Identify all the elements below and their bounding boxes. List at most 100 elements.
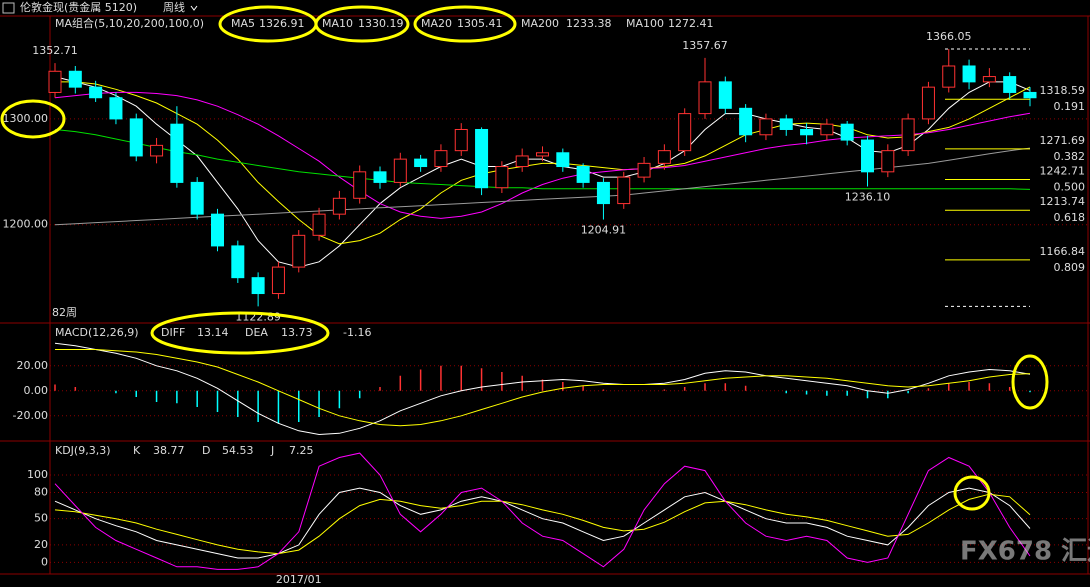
y-tick-label: 20 [34, 538, 48, 551]
legend-name: DEA [245, 326, 268, 339]
candle-body [596, 181, 610, 205]
instrument-title: 伦敦金现(贵金属 5120) [20, 0, 137, 14]
candle-body [414, 158, 428, 168]
y-tick-label: 1300.00 [3, 112, 49, 125]
legend-value: 54.53 [222, 444, 254, 457]
high-price-label: 1357.67 [682, 39, 728, 52]
candle-body [495, 166, 509, 189]
candle-body [312, 213, 326, 236]
candle-body [393, 158, 407, 183]
indicator-line [54, 487, 1031, 559]
candle-body [109, 97, 123, 120]
indicator-line [55, 349, 1031, 427]
candle-body [292, 234, 306, 268]
candle-body [536, 152, 549, 157]
indicator-line [54, 342, 1031, 436]
fib-ratio-label: 0.618 [1054, 211, 1086, 224]
legend-value: 1305.41 [457, 17, 503, 30]
candle-body [434, 150, 448, 168]
candle-body [698, 81, 712, 115]
legend-value: 1272.41 [668, 17, 714, 30]
annotation-ellipse [953, 475, 991, 511]
candle-body [68, 70, 82, 88]
candle-body [271, 266, 285, 295]
candle-body [657, 150, 671, 164]
candle-body [861, 139, 874, 173]
legend-name: D [202, 444, 210, 457]
candle-body [800, 128, 814, 136]
candle-body [251, 277, 265, 295]
low-price-label: 1236.10 [845, 191, 891, 204]
candle-body [739, 107, 753, 136]
y-tick-label: 80 [34, 485, 48, 498]
candle-body [881, 150, 895, 173]
period-selector[interactable]: 周线 [163, 0, 185, 14]
candle-body [1003, 76, 1017, 93]
candle-body [779, 118, 793, 130]
fib-price-label: 1213.74 [1040, 195, 1086, 208]
annotation-ellipse [1011, 354, 1049, 410]
legend-value: 13.73 [281, 326, 313, 339]
indicator-title: KDJ(9,3,3) [55, 444, 111, 457]
y-tick-label: 100 [27, 468, 48, 481]
candle-body [921, 86, 935, 120]
legend-name: MA5 [231, 17, 255, 30]
period-count-label: 82周 [52, 306, 77, 319]
candle-body [48, 70, 62, 93]
indicator-line [54, 493, 1031, 555]
legend-value: 1233.38 [566, 17, 612, 30]
candle-body [1023, 91, 1037, 99]
candle-body [576, 166, 590, 183]
y-tick-label: 50 [34, 512, 48, 525]
candle-body [556, 152, 570, 168]
candle-body [637, 162, 651, 178]
annotation-ellipse [314, 5, 410, 43]
fib-ratio-label: 0.809 [1054, 261, 1086, 274]
indicator-line [54, 129, 1031, 190]
app-icon [2, 2, 15, 14]
candle-body [89, 86, 103, 99]
candle-body [454, 128, 468, 152]
annotation-ellipse [0, 99, 66, 139]
y-tick-label: 20.00 [17, 359, 49, 372]
candle-body [962, 65, 976, 83]
indicator-line [55, 81, 1031, 245]
y-tick-label: 0 [41, 555, 48, 568]
candle-body [820, 123, 834, 136]
legend-name: MA10 [322, 17, 353, 30]
fib-ratio-label: 0.191 [1054, 100, 1086, 113]
y-tick-label: 0.00 [24, 384, 49, 397]
low-price-label: 1204.91 [581, 224, 627, 237]
legend-value: 7.25 [289, 444, 314, 457]
fib-ratio-label: 0.500 [1054, 181, 1086, 194]
legend-value: -1.16 [343, 326, 371, 339]
annotation-circles [0, 5, 1049, 511]
annotation-ellipse [150, 311, 330, 355]
fib-price-label: 1271.69 [1040, 134, 1086, 147]
fib-price-label: 1166.84 [1040, 245, 1086, 258]
high-price-label: 1366.05 [926, 30, 972, 43]
y-tick-label: -20.00 [13, 409, 48, 422]
watermark: FX678 汇通网 [960, 537, 1090, 567]
fib-ratio-label: 0.382 [1054, 150, 1086, 163]
candle-body [718, 81, 732, 109]
candle-body [129, 118, 143, 157]
candle-body [475, 128, 489, 189]
legend-name: J [270, 444, 274, 457]
candle-body [617, 176, 631, 205]
candle-body [942, 65, 956, 88]
legend-value: 1330.19 [358, 17, 404, 30]
candle-body [982, 76, 996, 83]
period-dropdown-arrow[interactable] [190, 5, 198, 11]
legend-name: DIFF [161, 326, 185, 339]
candle-body [678, 113, 692, 152]
legend-value: 1326.91 [259, 17, 305, 30]
candle-body [170, 123, 184, 183]
y-tick-label: 1200.00 [3, 218, 49, 231]
high-price-label: 1352.71 [32, 44, 78, 57]
annotation-ellipse [413, 5, 517, 43]
legend-name: MA100 [626, 17, 664, 30]
ma-group-label: MA组合(5,10,20,200,100,0) [55, 16, 204, 30]
